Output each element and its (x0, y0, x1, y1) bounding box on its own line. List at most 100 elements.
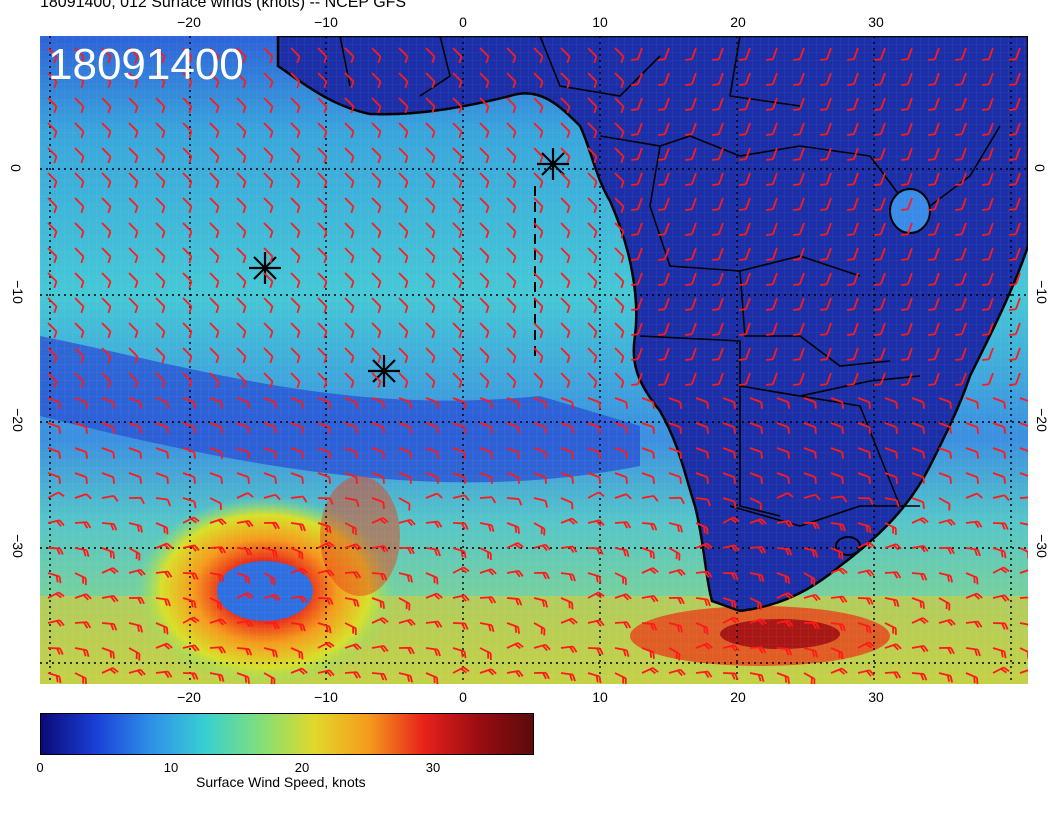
wind-barb (344, 472, 358, 484)
wind-barb (766, 322, 778, 336)
wind-barb (776, 422, 790, 434)
wind-barb (47, 572, 62, 584)
wind-barb (290, 247, 301, 264)
wind-barb (101, 147, 112, 164)
wind-barb (857, 472, 871, 484)
wind-barb (236, 272, 247, 289)
wind-barb (101, 667, 119, 675)
wind-barb (479, 547, 492, 560)
wind-barb (290, 547, 304, 560)
wind-barb (290, 647, 304, 660)
wind-barb (830, 422, 844, 434)
wind-barb (371, 347, 382, 364)
lon-tick-top-5: 20 (730, 14, 746, 30)
wind-barb (955, 147, 967, 161)
wind-barb (658, 47, 670, 61)
wind-barb (712, 197, 724, 211)
wind-barb (533, 172, 544, 189)
wind-barb (820, 372, 832, 386)
wind-barb (685, 222, 697, 236)
wind-barb (74, 272, 85, 289)
wind-barb (344, 347, 355, 364)
wind-barb (533, 297, 544, 314)
wind-barb (965, 397, 979, 409)
wind-barb (1009, 247, 1021, 261)
wind-barb (614, 572, 627, 585)
wind-barb (614, 521, 632, 529)
wind-barb (695, 597, 711, 607)
wind-barb (209, 72, 220, 89)
wind-barb (901, 322, 913, 336)
wind-barb (371, 517, 389, 525)
wind-barb (317, 222, 328, 239)
wind-barb (587, 72, 598, 89)
wind-barb (263, 472, 277, 484)
wind-barb (209, 222, 220, 239)
wind-barb (614, 672, 627, 684)
wind-barb (631, 172, 643, 186)
wind-barb (236, 422, 250, 434)
wind-barb (263, 347, 274, 364)
wind-barb (722, 397, 736, 409)
wind-barb (317, 97, 328, 114)
wind-barb (793, 347, 805, 361)
wind-barb (263, 447, 277, 459)
wind-barb (982, 247, 994, 261)
wind-barb (658, 247, 670, 261)
wind-barb (1009, 47, 1021, 61)
wind-barb (479, 297, 490, 314)
wind-barb (209, 646, 227, 654)
wind-barb (155, 272, 166, 289)
wind-barb (74, 593, 92, 601)
wind-barb (182, 597, 197, 609)
wind-barb (371, 197, 382, 214)
wind-barb (847, 97, 859, 111)
wind-barb (658, 372, 670, 386)
wind-barb (236, 97, 247, 114)
wind-barb (506, 397, 520, 409)
wind-barb (587, 172, 598, 189)
wind-barb (685, 272, 697, 286)
lat-tick-right-3: −20 (1033, 408, 1050, 432)
wind-barb (182, 172, 193, 189)
wind-barb (739, 372, 751, 386)
wind-barb (587, 619, 605, 627)
wind-barb (506, 297, 517, 314)
wind-barb (47, 197, 58, 214)
wind-barb (74, 97, 85, 114)
wind-barb (830, 522, 846, 532)
wind-barb (1019, 422, 1028, 428)
wind-barb (398, 618, 416, 627)
chart-title: 18091400, 012 Surface winds (knots) -- N… (40, 0, 407, 11)
wind-barb (911, 397, 925, 409)
wind-barb (560, 222, 571, 239)
wind-barb (857, 622, 872, 634)
wind-barb (857, 569, 875, 577)
wind-barb (398, 172, 409, 189)
wind-barb (479, 668, 497, 676)
wind-barb (506, 47, 517, 64)
wind-barb (668, 647, 681, 661)
wind-barb (425, 322, 436, 339)
wind-barb (793, 297, 805, 311)
wind-barb (344, 247, 355, 264)
wind-barb (560, 447, 574, 459)
wind-barb (209, 597, 222, 610)
wind-barb (614, 372, 625, 389)
wind-barb (209, 297, 220, 314)
wind-barb (479, 72, 490, 89)
wind-barb (911, 545, 929, 553)
wind-barb (506, 247, 517, 264)
wind-barb (317, 641, 335, 649)
wind-barb (236, 397, 250, 409)
wind-barb (1009, 322, 1021, 336)
wind-barb (452, 147, 463, 164)
wind-barb (290, 567, 308, 575)
wind-barb (641, 647, 655, 659)
wind-barb (74, 47, 85, 64)
wind-barb (425, 347, 436, 364)
wind-barb (236, 222, 247, 239)
wind-barb (344, 272, 355, 289)
wind-barb (641, 522, 658, 531)
wind-barb (533, 522, 546, 536)
